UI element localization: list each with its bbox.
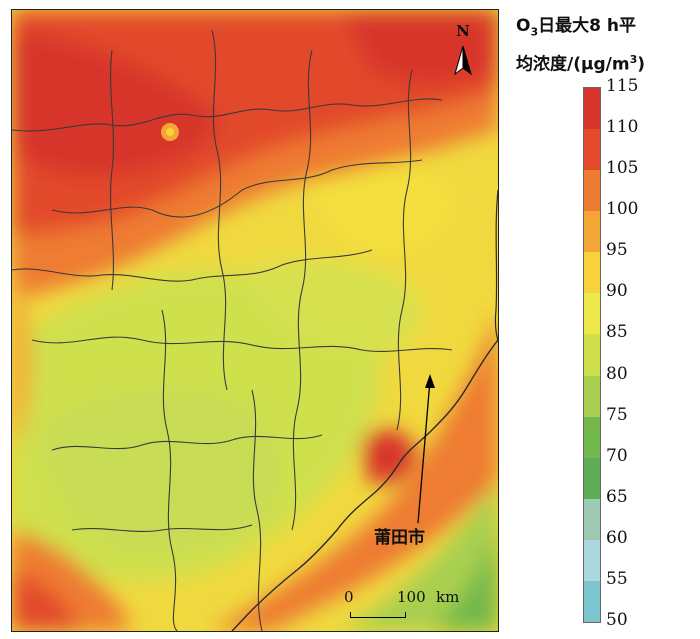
- legend-segment: [584, 498, 600, 541]
- north-arrow: N: [452, 22, 474, 80]
- legend-segment: [584, 129, 600, 171]
- legend-tick-label: 105: [606, 158, 639, 179]
- legend-tick-label: 110: [606, 117, 639, 138]
- city-pointer-head: [425, 374, 435, 388]
- scale-max-label: 100: [397, 588, 426, 606]
- north-label: N: [456, 22, 470, 40]
- city-pointer-line: [417, 379, 431, 524]
- legend-segment: [584, 211, 600, 253]
- north-arrow-icon: [454, 46, 472, 76]
- legend-segment: [584, 416, 600, 459]
- legend-tick-label: 50: [606, 610, 628, 630]
- map-canvas: [12, 10, 498, 631]
- legend-segment: [584, 170, 600, 212]
- legend-title-line1-rest: 日最大8 h平: [538, 16, 636, 36]
- legend-segment: [584, 539, 600, 582]
- legend-tick-label: 70: [606, 445, 628, 466]
- legend-tick-label: 95: [606, 240, 628, 261]
- legend-title-line2-b: ): [637, 55, 646, 76]
- scale-line: [350, 612, 406, 618]
- legend-segment: [584, 293, 600, 335]
- legend-title-sub: 3: [530, 25, 539, 39]
- legend-title: O3日最大8 h平 均浓度/(μg/m3): [516, 12, 700, 79]
- concentration-field: [12, 10, 498, 631]
- city-label: 莆田市: [374, 528, 425, 548]
- legend-tick-label: 85: [606, 322, 628, 343]
- legend-segment: [584, 375, 600, 418]
- legend-tick-label: 55: [606, 568, 628, 589]
- coastline-north: [494, 189, 498, 341]
- legend-segment: [584, 252, 600, 294]
- legend-title-line2: 均浓度/(μg/m3): [516, 46, 700, 79]
- admin-boundaries: [12, 29, 453, 631]
- legend-tick-label: 80: [606, 363, 628, 384]
- legend-segment: [584, 580, 600, 623]
- legend-title-prefix: O: [516, 16, 531, 36]
- legend-tick-label: 75: [606, 404, 628, 425]
- legend-tick-label: 65: [606, 486, 628, 507]
- legend-segment: [584, 88, 600, 130]
- legend-tick-label: 90: [606, 281, 628, 302]
- legend-color-bar: [583, 87, 601, 623]
- legend-tick-label: 100: [606, 199, 639, 220]
- legend-segment: [584, 457, 600, 500]
- scale-bar: 0 100 km: [344, 586, 464, 626]
- hotspot-core: [166, 128, 174, 136]
- legend-segment: [584, 334, 600, 377]
- ozone-concentration-map: [11, 9, 499, 632]
- legend-tick-label: 115: [606, 76, 639, 96]
- legend-title-line2-a: 均浓度/(μg/m: [516, 55, 630, 76]
- coastline: [231, 339, 498, 631]
- scale-unit-label: km: [436, 588, 460, 606]
- scale-zero-label: 0: [344, 588, 354, 606]
- legend-title-line1: O3日最大8 h平: [516, 12, 700, 46]
- legend-tick-label: 60: [606, 527, 628, 548]
- legend-title-sup: 3: [629, 53, 638, 67]
